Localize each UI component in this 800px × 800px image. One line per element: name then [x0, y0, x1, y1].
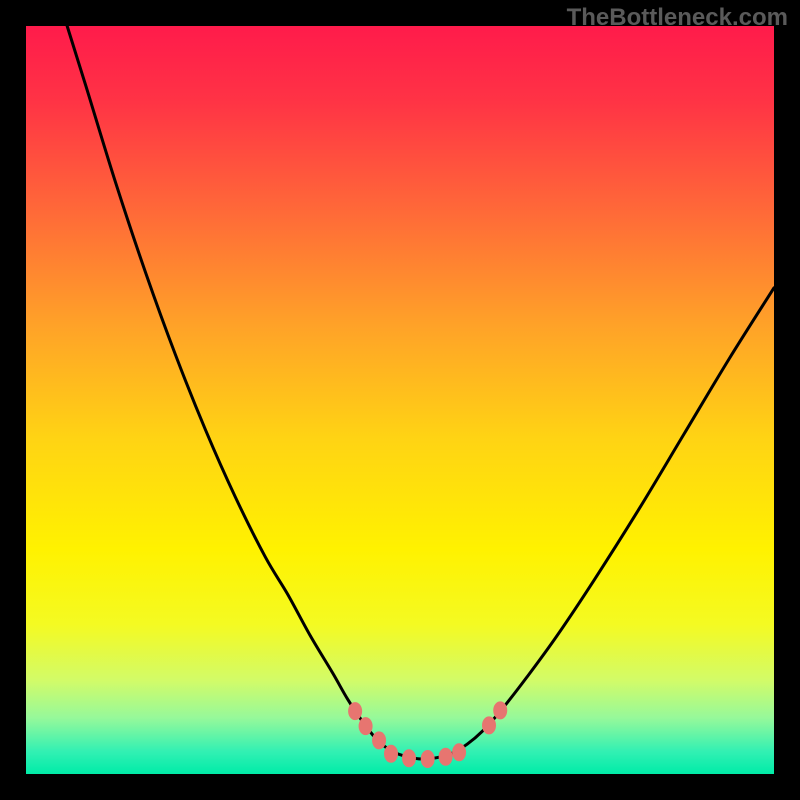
watermark-text: TheBottleneck.com [567, 4, 788, 32]
plot-background [26, 26, 774, 774]
